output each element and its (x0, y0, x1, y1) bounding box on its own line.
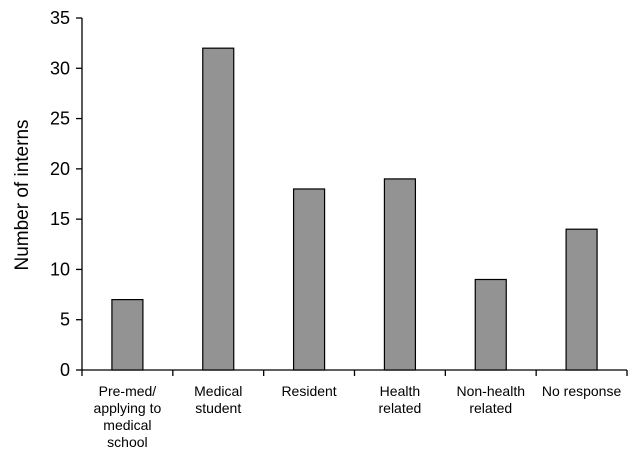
x-axis (81, 369, 628, 376)
x-category-label-line: student (195, 400, 241, 416)
bar (292, 188, 326, 371)
x-category-label-line: Medical (194, 383, 242, 399)
x-category-label-line: Resident (281, 383, 336, 399)
bar (111, 299, 144, 371)
bar (474, 278, 507, 371)
bar (202, 47, 235, 371)
x-category-label: Resident (281, 383, 336, 399)
x-category-label-line: related (469, 400, 512, 416)
y-axis: 0 5 10 15 20 25 30 35 (50, 8, 83, 380)
x-category-label-line: Non-health (457, 383, 526, 399)
y-tick-label: 5 (60, 310, 70, 330)
y-tick-label: 20 (50, 159, 70, 179)
x-category-label-line: related (379, 400, 422, 416)
x-category-label-line: medical (103, 417, 151, 433)
x-category-label-line: Pre-med/ (99, 383, 157, 399)
bar (383, 178, 417, 371)
bars (111, 47, 598, 371)
y-tick-label: 0 (60, 360, 70, 380)
x-category-label-line: No response (542, 383, 622, 399)
y-tick-label: 15 (50, 209, 70, 229)
y-tick-label: 30 (50, 58, 70, 78)
y-axis-title: Number of interns (12, 119, 33, 270)
x-category-label: Non-health related (457, 383, 526, 416)
x-category-label-line: Health (380, 383, 420, 399)
bar (565, 228, 598, 371)
x-category-label-line: school (107, 434, 147, 450)
x-category-label: No response (542, 383, 622, 399)
y-tick-label: 10 (50, 259, 70, 279)
x-category-label: Health related (379, 383, 422, 416)
x-category-label-line: applying to (94, 400, 162, 416)
x-category-label: Pre-med/applying to medical school (94, 383, 162, 450)
x-category-label: Medical student (194, 383, 242, 416)
y-tick-label: 35 (50, 8, 70, 28)
y-tick-label: 25 (50, 109, 70, 129)
